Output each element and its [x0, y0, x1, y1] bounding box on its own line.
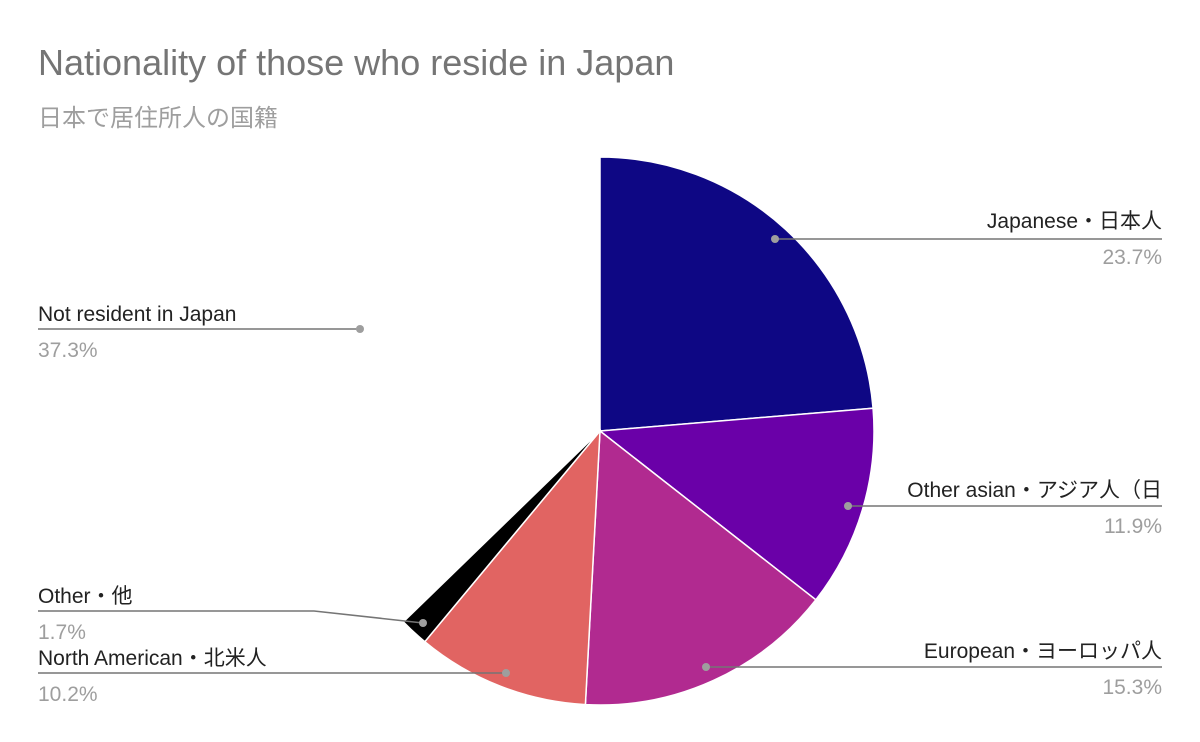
leader-dot: [844, 502, 852, 510]
slice-percent: 15.3%: [1102, 676, 1162, 699]
slice-label: European・ヨーロッパ人: [924, 640, 1162, 663]
slice-percent: 1.7%: [38, 621, 86, 644]
pie-slice: [599, 156, 874, 432]
leader-dot: [771, 235, 779, 243]
leader-dot: [356, 325, 364, 333]
leader-dot: [702, 663, 710, 671]
slice-label: Japanese・日本人: [987, 210, 1162, 233]
pie-slice: [423, 428, 601, 706]
slice-percent: 10.2%: [38, 683, 98, 706]
pie-slice: [402, 430, 601, 643]
slice-label: Other・他: [38, 585, 133, 608]
slice-label: Not resident in Japan: [38, 303, 236, 326]
pie-slice: [584, 429, 817, 706]
slice-percent: 11.9%: [1104, 515, 1162, 538]
slice-percent: 23.7%: [1102, 246, 1162, 269]
pie-slice: [598, 407, 875, 601]
pie-slices: [402, 156, 875, 706]
slice-percent: 37.3%: [38, 339, 98, 362]
leader-dot: [502, 669, 510, 677]
leader-dot: [419, 619, 427, 627]
slice-label: Other asian・アジア人（日: [907, 479, 1162, 502]
chart-title: Nationality of those who reside in Japan: [38, 42, 674, 83]
slice-labels: Japanese・日本人 23.7% Other asian・アジア人（日 11.9%…: [38, 210, 1162, 706]
chart-subtitle: 日本で居住所人の国籍: [38, 105, 278, 132]
slice-label: North American・北米人: [38, 647, 267, 670]
leader-line: [38, 610, 424, 624]
